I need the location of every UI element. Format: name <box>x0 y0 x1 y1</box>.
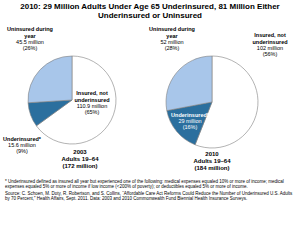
pie-title: 2003 <box>73 149 87 155</box>
pie-title: 2010 <box>205 151 219 157</box>
chart-title-line: 2010: 29 Million Adults Under Age 65 Und… <box>20 2 279 11</box>
title-group: 2010: 29 Million Adults Under Age 65 Und… <box>20 2 279 20</box>
chart-title: 2010: 29 Million Adults Under Age 65 Und… <box>20 2 279 20</box>
amount-label: 15.6 million <box>8 142 36 148</box>
pie-subtitle-line: Adults 19–64 <box>193 158 231 164</box>
category-label-line: year <box>166 33 178 39</box>
category-label: Insured, notunderinsured <box>74 90 109 102</box>
value-label: (28%) <box>165 45 180 51</box>
value-label: (65%) <box>85 109 100 115</box>
notes: * Underinsured defined as insured all ye… <box>5 179 293 201</box>
pie-subtitle-line: (184 million) <box>194 165 229 171</box>
slice-label: Underinsured*29 million(16%) <box>171 112 210 131</box>
pie-chart <box>28 56 116 144</box>
category-label-line: Uninsured during <box>7 26 53 32</box>
chart-title-line: Underinsured or Uninsured <box>98 11 202 20</box>
category-label: Uninsured duringyear <box>149 26 195 38</box>
category-label: Underinsured* <box>171 112 210 118</box>
slice-label: Underinsured*15.6 million(9%) <box>3 136 42 155</box>
slice-label: Insured, notunderinsured102 million(56%) <box>252 32 287 57</box>
value-label: (26%) <box>23 45 38 51</box>
value-label: (9%) <box>16 148 28 154</box>
source: Source: C. Schoen, M. Doty, R. Robertson… <box>5 191 293 201</box>
slice-label: Insured, notunderinsured110.9 million(65… <box>74 90 109 115</box>
slice-label: Uninsured duringyear52 million(28%) <box>149 26 195 51</box>
source-line: by 70 Percent,” Health Affairs, Sept. 20… <box>5 196 247 201</box>
slices <box>28 56 116 144</box>
category-label: Insured, notunderinsured <box>252 32 287 44</box>
amount-label: 110.9 million <box>77 103 107 109</box>
category-label-line: Insured, not <box>254 32 286 38</box>
amount-label: 45.5 million <box>16 39 44 45</box>
category-label-line: Underinsured* <box>3 136 42 142</box>
amount-label: 52 million <box>160 39 183 45</box>
pie-chart <box>166 56 258 148</box>
pie-subtitle: 2010Adults 19–64(184 million) <box>193 151 231 171</box>
amount-label: 102 million <box>257 45 283 51</box>
slices <box>166 56 258 148</box>
pie-slice <box>28 100 72 126</box>
category-label-line: underinsured <box>74 97 109 103</box>
footnote-line: expenses equaled 5% or more of income if… <box>5 184 248 189</box>
category-label-line: underinsured <box>252 39 287 45</box>
pie-slice <box>166 56 212 111</box>
slice-label: Uninsured duringyear45.5 million(26%) <box>7 26 53 51</box>
value-label: (16%) <box>183 124 198 130</box>
category-label-line: Insured, not <box>76 90 108 96</box>
pie-subtitle: 2003Adults 19–64(172 million) <box>61 149 99 169</box>
pie-slice <box>28 56 72 103</box>
amount-label: 29 million <box>178 118 201 124</box>
footnote: * Underinsured defined as insured all ye… <box>5 179 284 189</box>
value-label: (56%) <box>263 51 278 57</box>
category-label-line: Underinsured* <box>171 112 210 118</box>
category-label-line: year <box>24 33 36 39</box>
pie-subtitle-line: (172 million) <box>62 163 97 169</box>
category-label: Underinsured* <box>3 136 42 142</box>
category-label: Uninsured duringyear <box>7 26 53 38</box>
pie-subtitle-line: Adults 19–64 <box>61 156 99 162</box>
chart-canvas: 2010: 29 Million Adults Under Age 65 Und… <box>0 0 300 225</box>
category-label-line: Uninsured during <box>149 26 195 32</box>
